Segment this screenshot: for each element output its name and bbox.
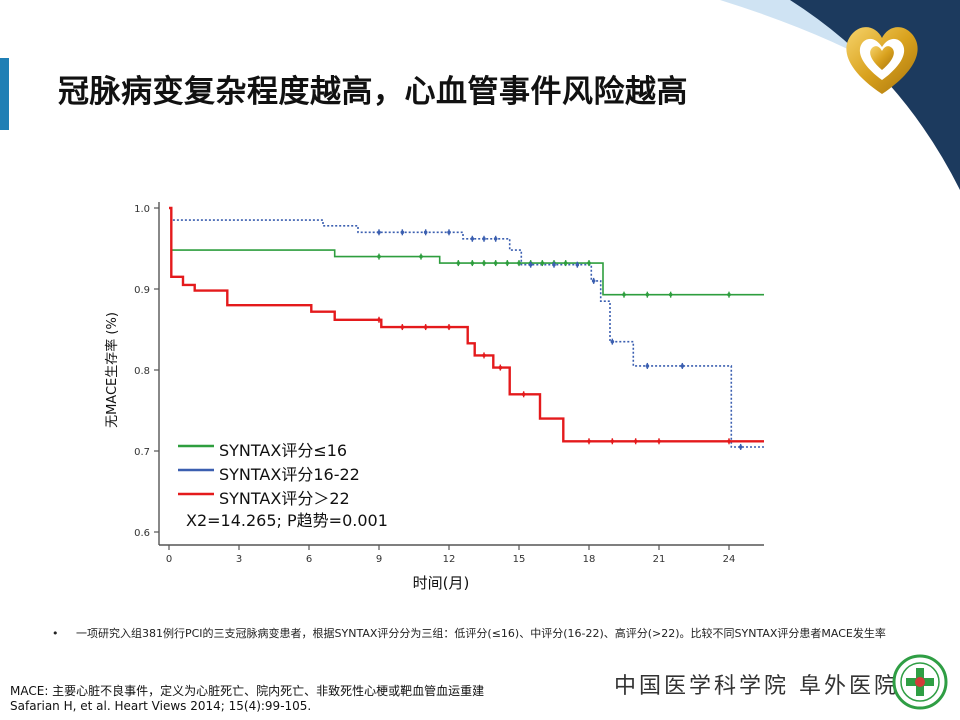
censor-point xyxy=(470,261,475,265)
censor-point xyxy=(377,254,381,259)
survival-chart: 0.6 0.7 0.8 0.9 1.0 0 3 6 9 12 15 18 21 24 无MACE生存率 … xyxy=(104,202,764,592)
x-tick-label: 0 xyxy=(166,554,172,565)
censor-point xyxy=(657,439,661,444)
censor-point xyxy=(633,439,638,444)
censor-point xyxy=(482,353,486,358)
x-tick-label: 9 xyxy=(376,554,382,565)
y-axis-ticks: 0.6 0.7 0.8 0.9 1.0 xyxy=(134,204,159,539)
censor-point xyxy=(645,364,650,368)
censor-point xyxy=(528,262,533,267)
bullet-marker: • xyxy=(52,627,59,640)
x-tick-label: 12 xyxy=(443,554,456,565)
x-tick-label: 24 xyxy=(723,554,736,565)
censor-point xyxy=(377,317,381,322)
institution-name: 中国医学科学院 阜外医院 xyxy=(614,674,899,699)
x-tick-label: 6 xyxy=(306,554,312,565)
censor-marks xyxy=(377,229,743,450)
censor-point xyxy=(645,292,650,297)
censor-point xyxy=(470,236,475,241)
bullet-text: 一项研究入组381例行PCI的三支冠脉病变患者，根据SYNTAX评分分为三组：低… xyxy=(76,627,886,640)
censor-point xyxy=(587,261,591,265)
footnote-definition: MACE: 主要心脏不良事件，定义为心脏死亡、院内死亡、非致死性心梗或靶血管血运… xyxy=(10,684,485,698)
censor-point xyxy=(517,261,521,265)
censor-point xyxy=(610,439,615,444)
censor-point xyxy=(727,292,731,297)
censor-point xyxy=(575,262,580,267)
footnote: MACE: 主要心脏不良事件，定义为心脏死亡、院内死亡、非致死性心梗或靶血管血运… xyxy=(10,684,484,714)
censor-point xyxy=(400,325,405,329)
censor-point xyxy=(456,261,461,265)
stat-annotation: X2=14.265; P趋势=0.001 xyxy=(186,511,388,530)
censor-point xyxy=(591,279,596,283)
y-tick-label: 1.0 xyxy=(134,204,150,215)
censor-point xyxy=(668,292,673,297)
legend-label-mid: SYNTAX评分16-22 xyxy=(219,465,360,484)
y-tick-label: 0.9 xyxy=(134,285,150,296)
x-tick-label: 18 xyxy=(583,554,596,565)
censor-point xyxy=(377,230,381,235)
censor-point xyxy=(493,236,498,241)
x-axis-label: 时间(月) xyxy=(413,574,470,592)
censor-point xyxy=(498,365,503,370)
censor-point xyxy=(423,325,428,329)
legend-label-high: SYNTAX评分＞22 xyxy=(219,489,350,508)
y-tick-label: 0.8 xyxy=(134,366,150,377)
legend-label-low: SYNTAX评分≤16 xyxy=(219,441,347,460)
censor-point xyxy=(447,325,451,329)
footnote-reference: Safarian H, et al. Heart Views 2014; 15(… xyxy=(10,699,312,713)
x-tick-label: 21 xyxy=(653,554,666,565)
censor-point xyxy=(610,339,615,344)
censor-point xyxy=(563,261,568,265)
censor-point xyxy=(738,445,743,449)
censor-point xyxy=(521,392,526,397)
censor-point xyxy=(727,439,731,444)
censor-point xyxy=(423,230,428,235)
censor-point xyxy=(482,261,486,265)
censor-point xyxy=(540,261,545,265)
censor-point xyxy=(622,292,626,297)
censor-point xyxy=(680,364,685,368)
series-lines xyxy=(169,206,764,448)
y-tick-label: 0.7 xyxy=(134,447,150,458)
series-line-2 xyxy=(169,206,764,443)
legend: SYNTAX评分≤16 SYNTAX评分16-22 SYNTAX评分＞22 X2… xyxy=(178,441,388,530)
censor-point xyxy=(587,439,591,444)
censor-point xyxy=(552,262,556,267)
series-line-1 xyxy=(169,207,764,448)
censor-point xyxy=(400,230,405,235)
x-tick-label: 3 xyxy=(236,554,242,565)
censor-point xyxy=(482,236,486,241)
censor-point xyxy=(493,261,498,265)
plot-area: 0.6 0.7 0.8 0.9 1.0 0 3 6 9 12 15 18 21 24 xyxy=(134,202,764,565)
y-tick-label: 0.6 xyxy=(134,528,150,539)
censor-point xyxy=(505,261,510,265)
heart-logo-icon xyxy=(846,27,918,94)
y-axis-label: 无MACE生存率 (%) xyxy=(104,312,120,428)
x-axis-ticks: 0 3 6 9 12 15 18 21 24 xyxy=(166,545,736,565)
slide-title: 冠脉病变复杂程度越高，心血管事件风险越高 xyxy=(58,74,688,110)
hospital-emblem-icon xyxy=(892,654,948,710)
title-accent-bar xyxy=(0,58,9,130)
x-tick-label: 15 xyxy=(513,554,526,565)
censor-point xyxy=(447,230,451,235)
censor-point xyxy=(419,254,423,259)
series-line-0 xyxy=(169,207,764,296)
